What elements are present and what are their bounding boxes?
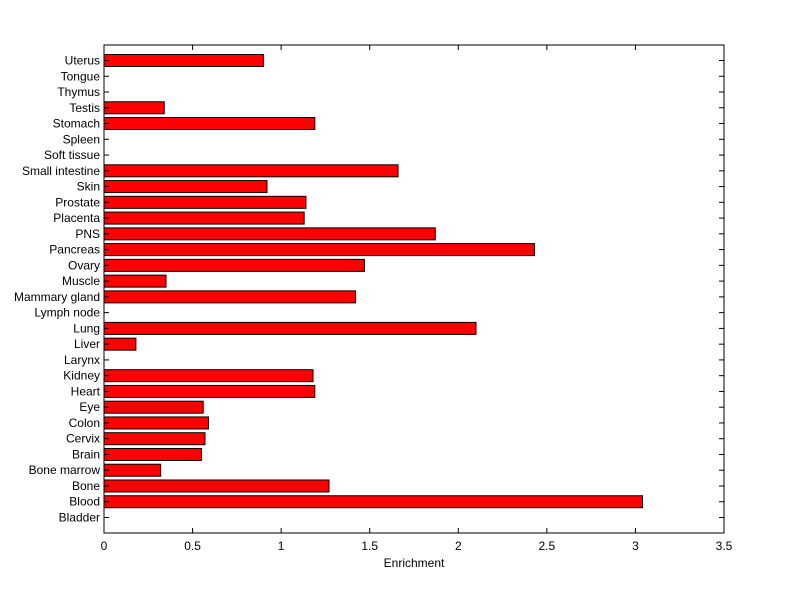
bar-bone-marrow (103, 463, 162, 477)
y-tick-label: Cervix (66, 432, 100, 446)
bar-cervix (103, 432, 206, 446)
x-tick-label: 1.5 (361, 539, 378, 553)
y-tick-label: Prostate (55, 195, 100, 209)
x-tick-label: 0 (101, 539, 108, 553)
x-tick-label: 0.5 (184, 539, 201, 553)
y-tick-label: Colon (69, 416, 100, 430)
y-tick-label: Larynx (64, 353, 100, 367)
y-tick-label: Muscle (62, 274, 100, 288)
x-tick-label: 1 (278, 539, 285, 553)
y-tick-label: Placenta (53, 211, 100, 225)
bar-uterus (103, 54, 264, 67)
bar-blood (103, 495, 644, 509)
y-tick-label: Mammary gland (14, 290, 100, 304)
y-tick-label: Small intestine (22, 164, 100, 178)
y-tick-label: Ovary (68, 258, 100, 272)
x-tick-label: 3 (632, 539, 639, 553)
y-tick-label: Pancreas (49, 243, 100, 257)
y-tick-label: PNS (75, 227, 100, 241)
x-tick-label: 3.5 (716, 539, 733, 553)
y-tick-label: Blood (69, 495, 100, 509)
y-tick-label: Liver (74, 337, 100, 351)
y-tick-label: Eye (79, 400, 100, 414)
bar-brain (103, 447, 202, 461)
y-tick-label: Spleen (63, 132, 100, 146)
bar-stomach (103, 117, 316, 131)
y-tick-label: Brain (72, 447, 100, 461)
y-tick-label: Tongue (61, 69, 101, 83)
bar-eye (103, 400, 204, 414)
y-tick-label: Lung (73, 321, 100, 335)
y-tick-label: Heart (71, 384, 101, 398)
bar-muscle (103, 274, 167, 288)
x-axis-label: Enrichment (384, 556, 445, 570)
bar-small-intestine (103, 164, 399, 178)
y-tick-label: Stomach (53, 117, 100, 131)
y-tick-label: Lymph node (34, 306, 100, 320)
bar-pancreas (103, 243, 535, 257)
bar-kidney (103, 369, 314, 383)
bar-bone (103, 479, 330, 493)
y-tick-label: Bone marrow (29, 463, 101, 477)
y-tick-label: Bladder (59, 511, 100, 525)
y-tick-label: Soft tissue (44, 148, 100, 162)
x-tick-label: 2 (455, 539, 462, 553)
x-tick-label: 2.5 (539, 539, 556, 553)
y-tick-label: Thymus (57, 85, 100, 99)
y-tick-label: Kidney (63, 369, 100, 383)
bar-mammary-gland (103, 290, 357, 304)
bar-colon (103, 416, 210, 430)
bar-skin (103, 180, 268, 194)
bar-pns (103, 227, 436, 241)
y-tick-label: Uterus (65, 54, 100, 68)
bar-heart (103, 384, 316, 398)
bar-placenta (103, 211, 305, 225)
y-tick-label: Testis (69, 101, 100, 115)
y-tick-label: Bone (72, 479, 100, 493)
plot-frame (103, 44, 725, 534)
bar-prostate (103, 195, 307, 209)
bar-ovary (103, 258, 365, 272)
bar-testis (103, 101, 165, 115)
bar-lung (103, 321, 477, 335)
y-tick-label: Skin (77, 180, 100, 194)
